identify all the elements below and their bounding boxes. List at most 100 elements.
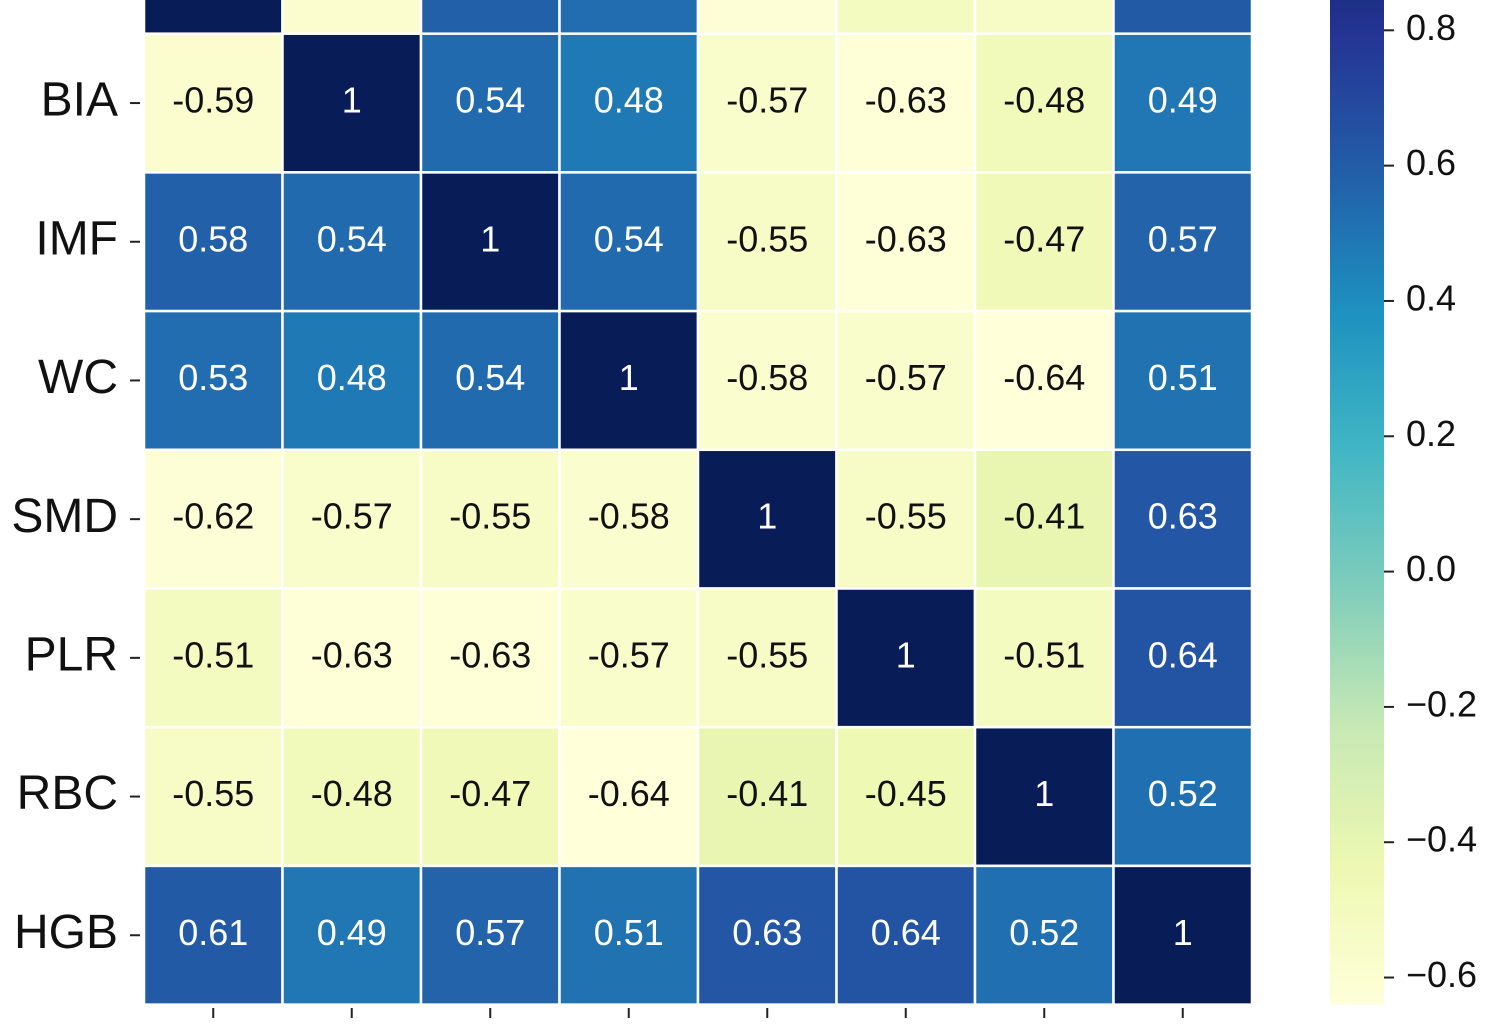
cell-label: 0.51 bbox=[1148, 357, 1218, 398]
cell-label: -0.48 bbox=[311, 773, 393, 814]
cell-label: 0.54 bbox=[594, 218, 664, 259]
heatmap-cell bbox=[973, 309, 1115, 452]
heatmap-cell bbox=[1112, 171, 1254, 313]
cell-label: -0.51 bbox=[172, 634, 254, 675]
heatmap-cell bbox=[419, 725, 561, 868]
cell-label: -0.64 bbox=[588, 773, 670, 814]
colorbar-tick-label: −0.4 bbox=[1406, 819, 1477, 860]
heatmap-cell bbox=[1112, 309, 1254, 452]
cell-label: -0.57 bbox=[726, 80, 808, 121]
cell-label: -0.55 bbox=[726, 218, 808, 259]
heatmap-cell bbox=[419, 309, 561, 452]
heatmap-cell bbox=[142, 864, 284, 1006]
cell-label: -0.48 bbox=[1003, 80, 1085, 121]
heatmap-cell bbox=[973, 864, 1115, 1006]
cell-label: 1 bbox=[342, 80, 362, 121]
colorbar-tick-label: 0.6 bbox=[1406, 142, 1456, 183]
heatmap-cell bbox=[1112, 32, 1254, 174]
heatmap-cell bbox=[419, 448, 561, 590]
cell-label: 1 bbox=[480, 218, 500, 259]
cell-label: 1 bbox=[896, 634, 916, 675]
heatmap-cell bbox=[281, 32, 423, 174]
cell-label: -0.63 bbox=[311, 634, 393, 675]
cell-label: 0.57 bbox=[455, 912, 525, 953]
cell-label: 0.53 bbox=[178, 357, 248, 398]
cell-label: 0.49 bbox=[317, 912, 387, 953]
cell-label: -0.64 bbox=[1003, 357, 1085, 398]
heatmap-cell bbox=[281, 864, 423, 1006]
cell-label: -0.62 bbox=[172, 496, 254, 537]
heatmap-cell bbox=[973, 587, 1115, 729]
cell-label: 0.61 bbox=[178, 912, 248, 953]
cell-label: -0.63 bbox=[449, 634, 531, 675]
heatmap-cell bbox=[281, 725, 423, 868]
heatmap-cell bbox=[696, 448, 838, 590]
cell-label: -0.63 bbox=[865, 218, 947, 259]
colorbar-tick-label: 0.4 bbox=[1406, 277, 1456, 318]
cell-label: -0.59 bbox=[172, 80, 254, 121]
cell-label: 0.54 bbox=[455, 80, 525, 121]
colorbar-tick-label: 0.8 bbox=[1406, 7, 1456, 48]
heatmap-cell bbox=[419, 864, 561, 1006]
heatmap-cell bbox=[1112, 0, 1254, 35]
cell-label: 0.63 bbox=[732, 912, 802, 953]
heatmap-cell bbox=[281, 309, 423, 452]
heatmap-cell bbox=[835, 171, 977, 313]
heatmap-cell bbox=[835, 864, 977, 1006]
cell-label: -0.57 bbox=[588, 634, 670, 675]
cell-label: 1 bbox=[1034, 773, 1054, 814]
cell-label: 0.64 bbox=[1148, 634, 1218, 675]
cell-label: -0.55 bbox=[449, 496, 531, 537]
cell-label: 1 bbox=[619, 357, 639, 398]
heatmap-cell bbox=[973, 0, 1115, 35]
heatmap-cell bbox=[973, 725, 1115, 868]
heatmap-cell bbox=[419, 0, 561, 35]
heatmap-cell bbox=[558, 171, 700, 313]
heatmap-cell bbox=[558, 0, 700, 35]
colorbar-tick-label: −0.6 bbox=[1406, 954, 1477, 995]
heatmap-cell bbox=[696, 0, 838, 35]
cell-label: -0.47 bbox=[449, 773, 531, 814]
y-tick-label: PLR bbox=[25, 629, 118, 682]
cell-label: -0.58 bbox=[726, 357, 808, 398]
y-tick-label: SMD bbox=[11, 490, 118, 543]
cell-label: 0.64 bbox=[871, 912, 941, 953]
heatmap-cell bbox=[281, 0, 423, 35]
heatmap-cell bbox=[558, 587, 700, 729]
cell-label: -0.45 bbox=[865, 773, 947, 814]
colorbar-tick-label: 0.2 bbox=[1406, 413, 1456, 454]
cell-label: -0.57 bbox=[311, 496, 393, 537]
cell-label: 0.54 bbox=[455, 357, 525, 398]
cell-label: -0.55 bbox=[726, 634, 808, 675]
heatmap-cell bbox=[1112, 864, 1254, 1006]
y-tick-label: BIA bbox=[41, 74, 118, 127]
cell-label: 0.57 bbox=[1148, 218, 1218, 259]
cell-label: -0.47 bbox=[1003, 218, 1085, 259]
cell-label: 0.52 bbox=[1148, 773, 1218, 814]
colorbar-tick-label: 0.0 bbox=[1406, 548, 1456, 589]
y-tick-label: RBC bbox=[17, 767, 118, 820]
cell-label: 0.58 bbox=[178, 218, 248, 259]
cell-label: 0.49 bbox=[1148, 80, 1218, 121]
cell-label: 0.52 bbox=[1009, 912, 1079, 953]
cell-label: 0.51 bbox=[594, 912, 664, 953]
heatmap-cell bbox=[696, 725, 838, 868]
cell-label: 0.48 bbox=[594, 80, 664, 121]
heatmap-cell bbox=[835, 32, 977, 174]
heatmap-cell bbox=[142, 309, 284, 452]
cell-label: 0.63 bbox=[1148, 496, 1218, 537]
cell-label: 0.48 bbox=[317, 357, 387, 398]
heatmap-cell bbox=[419, 32, 561, 174]
cell-label: 1 bbox=[757, 496, 777, 537]
colorbar-tick-label: −0.2 bbox=[1406, 683, 1477, 724]
y-tick-label: WC bbox=[38, 351, 118, 404]
y-tick-label: IMF bbox=[35, 212, 118, 265]
heatmap-cell bbox=[835, 725, 977, 868]
cell-label: -0.63 bbox=[865, 80, 947, 121]
cell-label: -0.58 bbox=[588, 496, 670, 537]
heatmap-cell bbox=[558, 309, 700, 452]
heatmap-cell bbox=[696, 587, 838, 729]
cell-label: 1 bbox=[1173, 912, 1193, 953]
colorbar bbox=[1330, 0, 1384, 1005]
